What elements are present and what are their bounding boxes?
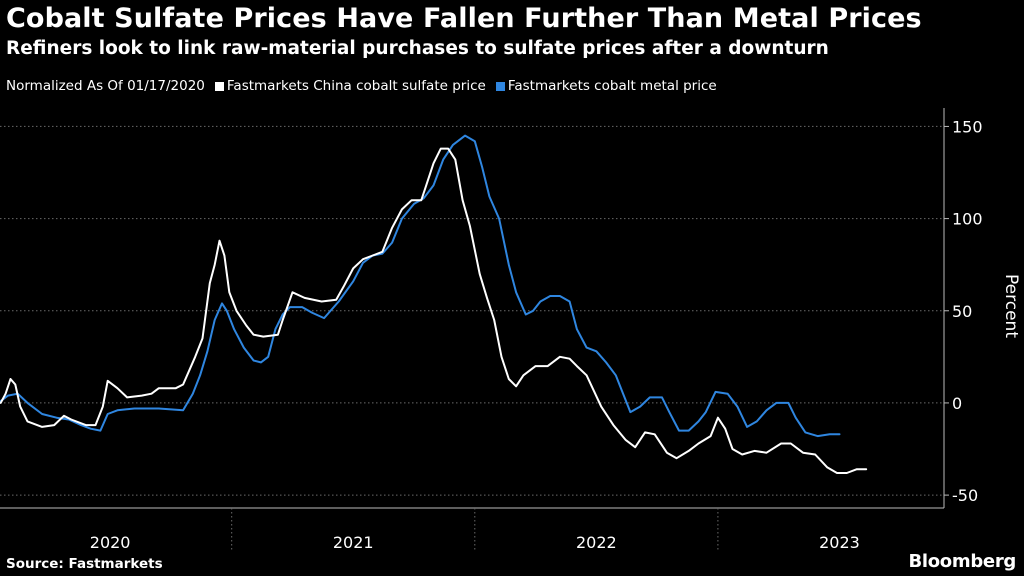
y-tick-label: 100 xyxy=(952,210,983,229)
gridlines xyxy=(0,125,944,496)
series-line-sulfate xyxy=(0,147,868,474)
series-group xyxy=(0,134,868,474)
legend-swatch-sulfate xyxy=(214,81,224,91)
legend: Normalized As Of 01/17/2020 Fastmarkets … xyxy=(6,78,727,94)
legend-note-label: Normalized As Of 01/17/2020 xyxy=(6,78,205,94)
y-tick-label: 0 xyxy=(952,394,962,413)
chart-subtitle: Refiners look to link raw-material purch… xyxy=(6,38,829,59)
y-tick-label: -50 xyxy=(952,486,978,505)
bloomberg-logo: Bloomberg xyxy=(908,551,1016,572)
source-note: Source: Fastmarkets xyxy=(6,556,163,572)
x-tick-label: 2022 xyxy=(576,533,617,552)
series-line-metal xyxy=(0,134,841,438)
y-tick-label: 50 xyxy=(952,302,972,321)
y-axis-label: Percent xyxy=(1001,274,1021,338)
chart-title: Cobalt Sulfate Prices Have Fallen Furthe… xyxy=(6,3,922,34)
legend-note: Normalized As Of 01/17/2020 xyxy=(6,78,205,94)
legend-item-sulfate: Fastmarkets China cobalt sulfate price xyxy=(214,78,486,94)
legend-label-sulfate: Fastmarkets China cobalt sulfate price xyxy=(226,78,486,94)
legend-swatch-metal xyxy=(495,81,505,91)
legend-label-metal: Fastmarkets cobalt metal price xyxy=(507,78,717,94)
x-tick-label: 2020 xyxy=(90,533,131,552)
x-tick-label: 2021 xyxy=(333,533,374,552)
x-tick-label: 2023 xyxy=(819,533,860,552)
x-axis: 2020 2021 2022 2023 xyxy=(0,507,944,552)
y-tick-label: 150 xyxy=(952,117,983,136)
legend-item-metal: Fastmarkets cobalt metal price xyxy=(495,78,717,94)
y-axis: 150 100 50 0 -50 xyxy=(943,108,983,508)
